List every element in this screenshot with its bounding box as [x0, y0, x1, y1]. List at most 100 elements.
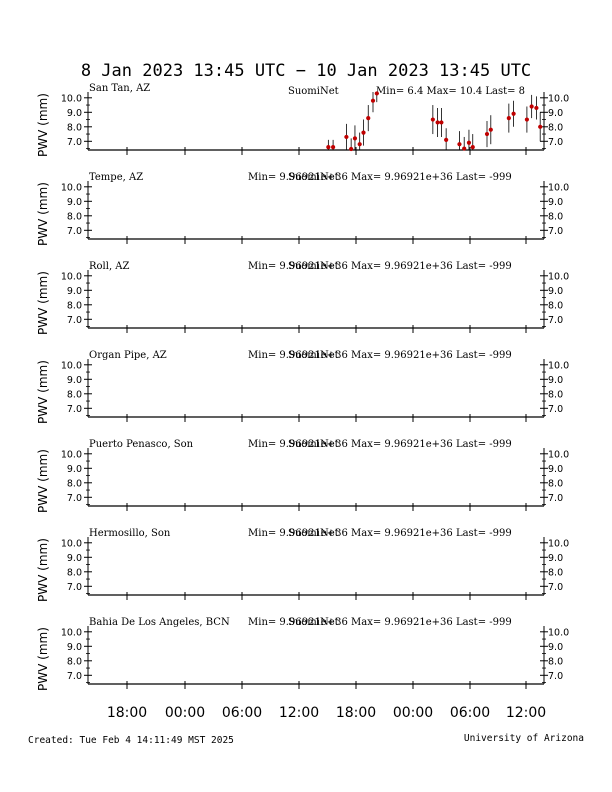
y-tick-label: 10.0	[548, 538, 569, 549]
y-tick-label: 8.0	[548, 478, 563, 489]
source-label: SuomiNet	[288, 439, 339, 450]
data-point	[488, 127, 493, 132]
station-label: Tempe, AZ	[89, 172, 143, 183]
station-label: San Tan, AZ	[89, 83, 150, 94]
stats-label: Min= 9.96921e+36 Max= 9.96921e+36 Last= …	[248, 528, 512, 539]
y-axis-label: PWV (mm)	[36, 449, 50, 513]
y-tick-label: 8.0	[548, 122, 563, 133]
y-tick-label: 8.0	[67, 122, 82, 133]
data-point	[357, 142, 362, 147]
panels: 10.0 10.0 9.0 9.0 8.0 8.0 7.0 7.0 PWV (mm) San Ta…	[36, 83, 569, 691]
y-tick-label: 10.0	[61, 360, 82, 371]
panel-6: 10.0 10.0 9.0 9.0 8.0 8.0 7.0 7.0 PWV (mm) Bahia …	[36, 617, 569, 691]
y-tick-label: 8.0	[67, 389, 82, 400]
panel-1: 10.0 10.0 9.0 9.0 8.0 8.0 7.0 7.0 PWV (mm) Tempe,…	[36, 172, 569, 246]
panel-0: 10.0 10.0 9.0 9.0 8.0 8.0 7.0 7.0 PWV (mm) San Ta…	[36, 83, 569, 157]
source-label: SuomiNet	[288, 528, 339, 539]
y-tick-label: 8.0	[67, 567, 82, 578]
station-label: Puerto Penasco, Son	[89, 439, 194, 450]
y-axis-label: PWV (mm)	[36, 360, 50, 424]
data-point	[430, 117, 435, 122]
x-tick-labels: 18:00 00:00 06:00 12:00 18:00 00:00 06:00 12:00	[107, 705, 546, 721]
source-label: SuomiNet	[288, 617, 339, 628]
source-label: SuomiNet	[288, 172, 339, 183]
panel-2: 10.0 10.0 9.0 9.0 8.0 8.0 7.0 7.0 PWV (mm) Roll, …	[36, 261, 569, 335]
y-tick-label: 10.0	[61, 93, 82, 104]
y-tick-label: 8.0	[548, 300, 563, 311]
credit-text: University of Arizona	[464, 733, 584, 744]
y-tick-label: 10.0	[61, 538, 82, 549]
data-point	[462, 146, 467, 151]
y-tick-label: 7.0	[67, 137, 82, 148]
data-point	[534, 105, 539, 111]
data-point	[374, 91, 379, 96]
y-tick-label: 10.0	[548, 360, 569, 371]
data-point	[511, 111, 516, 116]
y-tick-label: 9.0	[67, 464, 82, 475]
y-tick-label: 9.0	[67, 375, 82, 386]
y-tick-label: 7.0	[67, 493, 82, 504]
data-point	[524, 117, 530, 122]
stats-label: Min= 9.96921e+36 Max= 9.96921e+36 Last= …	[248, 172, 512, 183]
y-tick-label: 9.0	[67, 197, 82, 208]
data-point	[466, 140, 472, 145]
y-tick-label: 10.0	[548, 271, 569, 282]
y-tick-label: 10.0	[548, 627, 569, 638]
y-tick-label: 7.0	[548, 582, 563, 593]
data-point	[457, 142, 462, 147]
source-label: SuomiNet	[288, 261, 339, 272]
data-point	[326, 145, 331, 150]
y-axis-label: PWV (mm)	[36, 538, 50, 602]
panel-4: 10.0 10.0 9.0 9.0 8.0 8.0 7.0 7.0 PWV (mm) Puerto…	[36, 439, 569, 513]
data-point	[529, 104, 534, 109]
y-tick-label: 9.0	[67, 108, 82, 119]
y-tick-label: 7.0	[67, 315, 82, 326]
y-tick-label: 10.0	[548, 93, 569, 104]
data-point	[506, 116, 511, 121]
y-tick-label: 9.0	[548, 197, 563, 208]
created-timestamp: Created: Tue Feb 4 14:11:49 MST 2025	[28, 735, 234, 746]
data-point	[370, 98, 376, 103]
y-tick-label: 10.0	[61, 182, 82, 193]
x-tick-label: 18:00	[336, 705, 376, 721]
y-tick-label: 8.0	[67, 211, 82, 222]
y-tick-label: 10.0	[61, 449, 82, 460]
y-tick-label: 7.0	[548, 671, 563, 682]
data-point	[331, 145, 336, 150]
y-tick-label: 7.0	[548, 404, 563, 415]
y-tick-label: 9.0	[548, 553, 563, 564]
x-tick-label: 12:00	[279, 705, 319, 721]
data-point	[444, 137, 449, 142]
x-tick-label: 00:00	[165, 705, 205, 721]
y-tick-label: 9.0	[548, 642, 563, 653]
x-tick-label: 06:00	[450, 705, 490, 721]
panel-5: 10.0 10.0 9.0 9.0 8.0 8.0 7.0 7.0 PWV (mm) Hermos…	[36, 528, 569, 602]
y-tick-label: 9.0	[67, 553, 82, 564]
y-axis-label: PWV (mm)	[36, 627, 50, 691]
y-tick-label: 10.0	[61, 627, 82, 638]
y-tick-label: 8.0	[548, 656, 563, 667]
data-point	[344, 134, 349, 140]
x-tick-label: 12:00	[506, 705, 546, 721]
data-point	[435, 120, 440, 125]
stats-label: Min= 6.4 Max= 10.4 Last= 8	[376, 86, 525, 97]
panel-3: 10.0 10.0 9.0 9.0 8.0 8.0 7.0 7.0 PWV (mm) Organ …	[36, 350, 569, 424]
x-tick-label: 18:00	[107, 705, 147, 721]
chart-title: 8 Jan 2023 13:45 UTC − 10 Jan 2023 13:45…	[81, 61, 531, 81]
station-label: Hermosillo, Son	[89, 528, 171, 539]
y-tick-label: 10.0	[548, 182, 569, 193]
y-tick-label: 7.0	[548, 137, 563, 148]
y-tick-label: 7.0	[67, 226, 82, 237]
y-tick-label: 8.0	[67, 478, 82, 489]
y-tick-label: 9.0	[548, 108, 563, 119]
stats-label: Min= 9.96921e+36 Max= 9.96921e+36 Last= …	[248, 350, 512, 361]
data-point	[352, 136, 358, 141]
y-tick-label: 8.0	[67, 656, 82, 667]
source-label: SuomiNet	[288, 86, 339, 97]
y-axis-label: PWV (mm)	[36, 93, 50, 157]
data-point	[538, 124, 543, 129]
y-tick-label: 7.0	[67, 404, 82, 415]
y-axis-label: PWV (mm)	[36, 182, 50, 246]
y-tick-label: 7.0	[548, 315, 563, 326]
y-tick-label: 10.0	[61, 271, 82, 282]
